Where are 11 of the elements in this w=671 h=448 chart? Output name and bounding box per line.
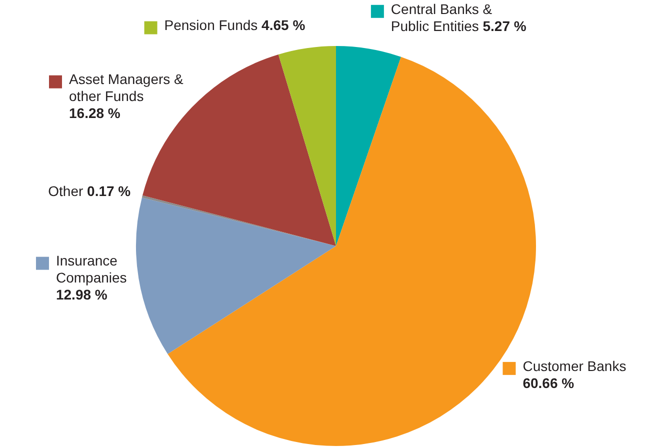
legend-label: Customer Banks [522, 358, 626, 374]
data-label: 16.28 % [69, 105, 121, 122]
legend-label: Insurance Companies [56, 252, 127, 286]
data-label: 60.66 % [522, 374, 575, 391]
data-label: 4.65 % [262, 17, 306, 34]
data-label: 5.27 % [482, 18, 527, 34]
data-label: 0.17 % [87, 182, 132, 199]
legend-label: Pension Funds [164, 17, 258, 34]
slice-label: Other [48, 182, 84, 199]
data-label: 12.98 % [56, 286, 108, 303]
legend-label: Asset Managers & other Funds [69, 71, 184, 104]
